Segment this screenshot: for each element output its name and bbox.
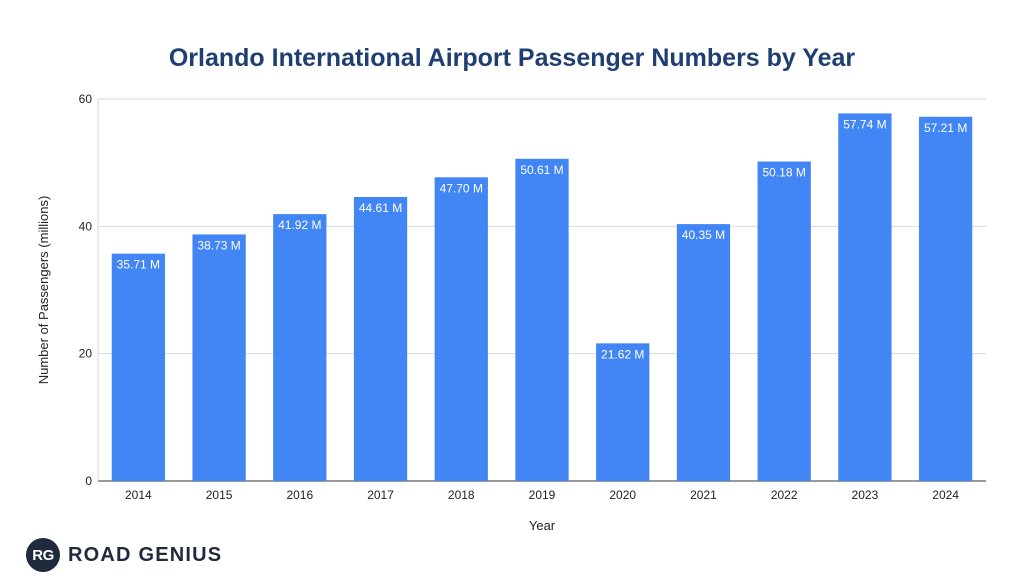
x-tick-label: 2019 — [529, 488, 556, 502]
y-axis-label: Number of Passengers (millions) — [36, 196, 51, 385]
bar — [515, 158, 569, 481]
x-tick-label: 2021 — [690, 488, 717, 502]
y-tick-label: 20 — [79, 347, 93, 361]
bar — [111, 253, 166, 481]
x-tick-label: 2020 — [609, 488, 636, 502]
bar-data-label: 41.92 M — [278, 218, 321, 232]
x-tick-label: 2024 — [932, 488, 959, 502]
bar — [838, 113, 892, 481]
bar — [757, 161, 811, 481]
logo-text: ROAD GENIUS — [68, 543, 223, 566]
y-axis-ticks: 0 20 40 60 — [79, 92, 93, 488]
x-tick-label: 2014 — [125, 488, 152, 502]
x-tick-label: 2023 — [852, 488, 879, 502]
bar — [353, 196, 408, 481]
bar — [918, 116, 973, 481]
y-tick-label: 0 — [85, 474, 92, 488]
x-tick-label: 2015 — [206, 488, 233, 502]
bar-data-label: 44.61 M — [359, 201, 402, 215]
bar-data-label: 57.74 M — [843, 117, 886, 131]
x-tick-label: 2016 — [286, 488, 313, 502]
bar — [273, 214, 327, 482]
bar-data-label: 21.62 M — [601, 347, 644, 361]
bar-data-label: 47.70 M — [440, 181, 483, 195]
bar-data-label: 35.71 M — [117, 258, 160, 272]
bar — [192, 234, 246, 481]
y-tick-label: 60 — [79, 92, 93, 106]
bar — [596, 343, 650, 481]
bar-data-label: 40.35 M — [682, 228, 725, 242]
road-genius-logo: RG ROAD GENIUS — [26, 538, 222, 572]
x-tick-label: 2018 — [448, 488, 475, 502]
bar — [434, 177, 488, 481]
bar-data-label: 50.18 M — [763, 166, 806, 180]
y-tick-label: 40 — [79, 219, 93, 233]
x-axis-ticks: 2014 2015 2016 2017 2018 2019 2020 2021 2022 2023… — [125, 488, 959, 502]
bars: 35.71 M 38.73 M 41.92 M 44.61 M 47.70 M 50.61… — [111, 113, 973, 482]
x-tick-label: 2022 — [771, 488, 798, 502]
logo-badge: RG — [26, 538, 60, 572]
bar-data-label: 50.61 M — [520, 163, 563, 177]
bar-data-label: 57.21 M — [924, 121, 967, 135]
x-tick-label: 2017 — [367, 488, 394, 502]
bar-data-label: 38.73 M — [197, 238, 240, 252]
chart-title: Orlando International Airport Passenger … — [168, 44, 856, 72]
x-axis-label: Year — [529, 518, 556, 533]
bar — [676, 224, 731, 482]
